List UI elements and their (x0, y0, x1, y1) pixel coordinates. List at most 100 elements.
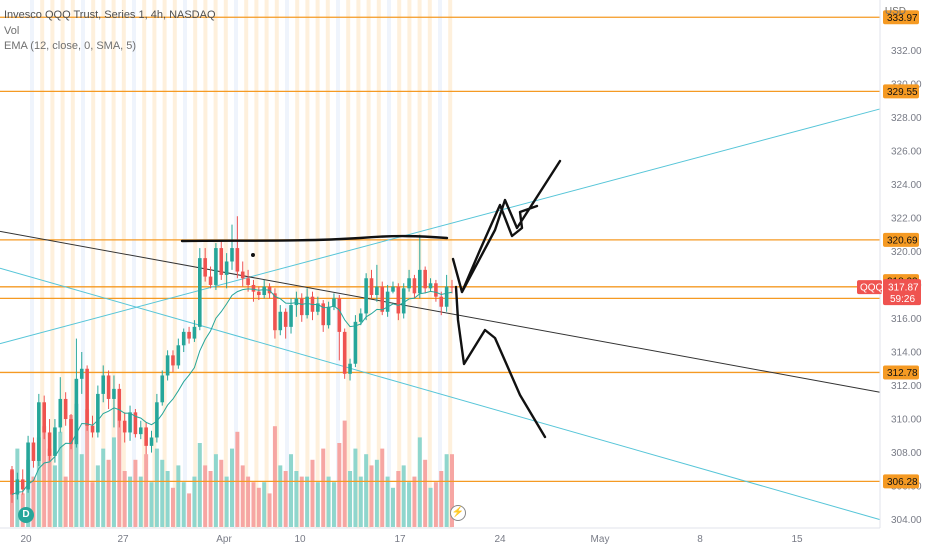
y-tick-label: 326.00 (891, 146, 922, 157)
flash-icon[interactable]: ⚡ (450, 505, 466, 521)
volume-bar (369, 465, 374, 527)
y-tick-label: 304.00 (891, 515, 922, 526)
volume-bar (203, 465, 208, 527)
volume-bar (149, 482, 154, 527)
candle-body (369, 278, 374, 296)
level-price-label: 333.97 (887, 13, 918, 24)
volume-bar (42, 426, 47, 527)
volume-bar (122, 471, 127, 527)
y-tick-label: 308.00 (891, 448, 922, 459)
volume-bar (176, 465, 181, 527)
chart-title: Invesco QQQ Trust, Series 1, 4h, NASDAQ (4, 9, 216, 21)
volume-bar (170, 487, 175, 527)
candle-body (316, 303, 320, 312)
volume-bar (219, 459, 224, 527)
candle-body (63, 398, 68, 420)
volume-bar (85, 409, 90, 527)
session-band (121, 0, 126, 528)
marker-dot (251, 253, 255, 257)
ema-line (11, 288, 453, 495)
candle-body (144, 427, 148, 446)
session-band (346, 0, 351, 528)
channel-upper-line (0, 108, 881, 345)
session-band (81, 0, 85, 528)
candle-body (160, 375, 165, 403)
volume-bar (235, 431, 240, 527)
volume-bar (192, 476, 197, 527)
ema-label[interactable]: EMA (12, close, 0, SMA, 5) (4, 40, 137, 52)
candle-body (251, 284, 256, 292)
volume-bar (353, 448, 358, 527)
session-band (325, 0, 330, 528)
volume-bar (374, 459, 379, 527)
session-band (427, 0, 432, 528)
volume-bar (348, 471, 353, 527)
volume-bar (52, 465, 57, 527)
session-band (70, 0, 75, 528)
volume-bar (407, 482, 412, 527)
candle-body (31, 442, 36, 461)
candle-body (20, 479, 25, 490)
session-band (387, 0, 391, 528)
volume-bar (310, 459, 315, 527)
level-price-badge (883, 232, 919, 247)
candle-body (42, 402, 46, 433)
y-tick-label: 312.00 (891, 381, 922, 392)
y-tick-label: 316.00 (891, 314, 922, 325)
volume-label[interactable]: Vol (4, 25, 20, 37)
candle-body (53, 427, 57, 456)
channel-lower-line (0, 267, 881, 521)
session-band (438, 0, 442, 528)
volume-bar (111, 437, 116, 527)
x-tick-label: 20 (20, 534, 32, 545)
candle-body (69, 419, 73, 445)
candle-body (224, 261, 229, 275)
candle-body (208, 276, 213, 285)
candle-body (74, 378, 79, 445)
y-tick-label: 324.00 (891, 180, 922, 191)
session-band (91, 0, 96, 528)
volume-bar (294, 471, 299, 527)
session-band (305, 0, 310, 528)
dividend-icon[interactable]: D (18, 507, 34, 523)
volume-bar (450, 454, 454, 527)
candle-body (96, 393, 100, 433)
session-band (152, 0, 157, 528)
candle-body (289, 305, 293, 327)
candle-body (385, 291, 390, 312)
volume-bar (396, 471, 401, 527)
candle-body (203, 258, 207, 277)
candle-body (235, 248, 240, 272)
session-band (40, 0, 45, 528)
y-tick-label: 314.00 (891, 348, 922, 359)
level-price-label: 306.28 (887, 477, 918, 488)
candle-body (26, 442, 30, 490)
level-price-label: 320.69 (887, 235, 918, 246)
session-band (60, 0, 65, 528)
candle-body (332, 298, 336, 307)
volume-bar (69, 415, 74, 527)
time-axis: 20 27 Apr 10 17 24 May 8 15 (0, 527, 880, 545)
candle-body (155, 402, 159, 438)
price-axis: 304.00306.00308.00310.00312.00314.00316.… (857, 0, 922, 528)
candle-body (375, 286, 379, 296)
volume-bar (364, 454, 369, 527)
volume-bar (144, 454, 149, 527)
candle-body (112, 388, 116, 399)
symbol-tag-label: QQQ (860, 283, 884, 294)
candle-body (246, 278, 250, 285)
volume-bar (401, 465, 406, 527)
last-price-badge (883, 279, 921, 306)
candle-body (321, 303, 326, 326)
volume-bar (197, 443, 202, 527)
candle-body (326, 306, 331, 326)
level-price-label: 329.55 (887, 87, 918, 98)
session-band (162, 0, 167, 528)
candle-body (305, 296, 309, 316)
session-shading (30, 0, 453, 528)
candle-body (198, 258, 202, 327)
candle-body (171, 355, 175, 366)
session-band (407, 0, 412, 528)
volume-bar (26, 459, 31, 527)
